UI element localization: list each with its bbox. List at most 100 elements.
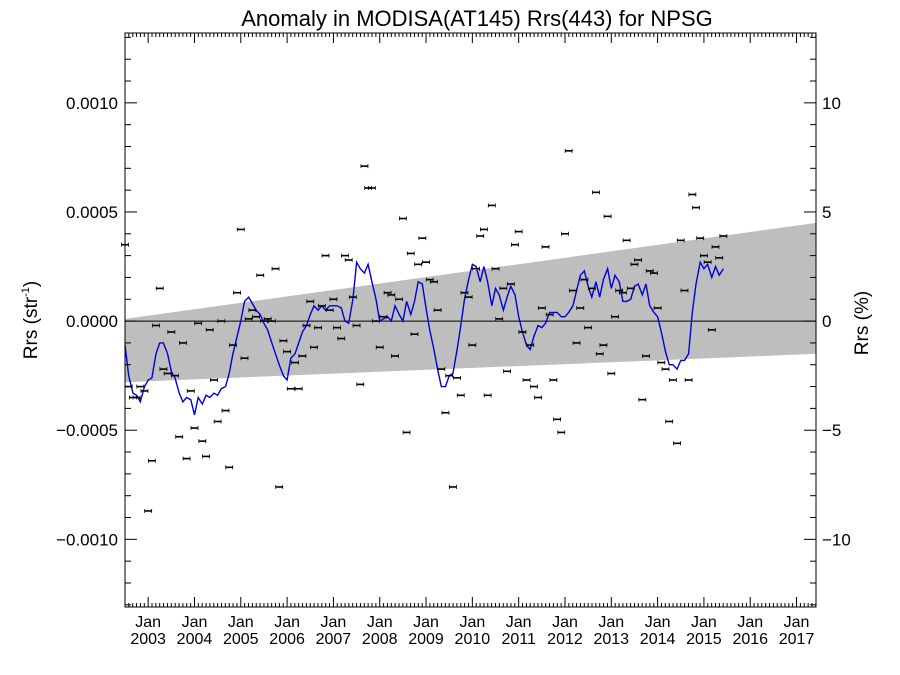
data-point	[406, 251, 415, 256]
data-point	[541, 244, 550, 249]
x-tick-label-month: Jan	[784, 614, 810, 631]
data-point	[344, 257, 353, 262]
data-point	[132, 395, 141, 400]
data-point	[665, 419, 674, 424]
data-point	[468, 343, 477, 348]
data-point	[460, 290, 469, 295]
data-point	[587, 286, 596, 291]
data-point	[700, 253, 708, 258]
x-tick-label-month: Jan	[274, 614, 300, 631]
x-tick-label-year: 2005	[223, 631, 259, 648]
x-tick-label-year: 2004	[177, 631, 213, 648]
data-point	[638, 397, 647, 402]
x-tick-label-month: Jan	[135, 614, 161, 631]
data-point	[414, 262, 423, 267]
data-point	[487, 203, 496, 208]
data-point	[480, 227, 488, 232]
y-right-tick-label: 0	[822, 312, 831, 331]
data-point	[680, 288, 689, 293]
data-point	[314, 325, 323, 330]
data-point	[599, 343, 608, 348]
data-point	[553, 417, 562, 422]
data-point	[248, 308, 257, 313]
data-point	[618, 290, 627, 295]
data-point	[302, 323, 311, 328]
data-point	[294, 386, 303, 391]
data-point	[367, 185, 376, 190]
data-point	[657, 360, 666, 365]
data-point	[433, 308, 442, 313]
data-point	[383, 290, 392, 295]
data-point	[233, 290, 241, 295]
data-point	[622, 238, 631, 243]
data-point	[271, 266, 280, 271]
plot-frame	[124, 32, 817, 608]
data-point	[692, 205, 700, 210]
data-point	[152, 323, 160, 328]
data-point	[186, 388, 195, 393]
x-tick-label-month: Jan	[459, 614, 485, 631]
data-point	[688, 192, 697, 197]
data-point	[395, 297, 404, 302]
data-point	[703, 260, 712, 265]
data-point	[147, 458, 156, 463]
data-point	[537, 305, 546, 310]
y-left-tick-label: 0.0010	[66, 94, 118, 113]
data-point	[163, 371, 172, 376]
data-point	[711, 244, 720, 249]
data-point	[213, 419, 222, 424]
data-point	[549, 378, 558, 383]
x-tick-label-year: 2008	[362, 631, 398, 648]
y-right-tick-label: 5	[822, 203, 831, 222]
x-tick-label-year: 2014	[640, 631, 676, 648]
data-point	[190, 426, 199, 431]
data-point	[260, 319, 268, 324]
data-point	[375, 345, 384, 350]
x-tick-label-year: 2006	[269, 631, 305, 648]
data-point	[210, 378, 218, 383]
data-point	[263, 316, 272, 321]
data-point	[534, 395, 543, 400]
data-point	[634, 257, 643, 262]
data-point	[159, 367, 168, 372]
running-mean-layer	[124, 259, 724, 416]
data-point	[715, 255, 724, 260]
data-point	[140, 388, 149, 393]
data-point	[240, 356, 249, 361]
data-point	[673, 441, 681, 446]
data-point	[225, 465, 234, 470]
y-left-tick-label: −0.0005	[56, 421, 118, 440]
data-point	[642, 354, 650, 359]
x-tick-label-month: Jan	[645, 614, 671, 631]
x-tick-label-year: 2011	[501, 631, 536, 648]
data-point	[696, 236, 705, 241]
data-point	[603, 214, 612, 219]
data-point	[356, 382, 365, 387]
data-points-layer	[121, 148, 728, 513]
data-point	[182, 456, 191, 461]
data-point	[522, 378, 531, 383]
data-point	[511, 242, 519, 247]
y-left-tick-label: 0.0005	[66, 203, 118, 222]
data-point	[402, 430, 411, 435]
data-point	[630, 262, 639, 267]
data-point	[453, 375, 461, 380]
y-right-tick-label: 10	[822, 94, 841, 113]
data-point	[286, 386, 295, 391]
trend-band	[125, 222, 816, 383]
data-point	[136, 384, 145, 389]
data-point	[379, 314, 388, 319]
data-point	[576, 305, 585, 310]
data-point	[518, 330, 527, 335]
x-tick-label-month: Jan	[737, 614, 763, 631]
chart-title: Anomaly in MODISA(AT145) Rrs(443) for NP…	[241, 6, 713, 31]
data-point	[584, 325, 593, 330]
y-axis-left-ticks: 0.0010 0.0005 0.0000 −0.0005 −0.0010	[56, 36, 137, 606]
x-tick-label-year: 2013	[593, 631, 629, 648]
x-tick-label-year: 2016	[732, 631, 768, 648]
running-mean-line	[124, 259, 724, 416]
data-point	[398, 216, 407, 221]
data-point	[372, 319, 380, 324]
data-point	[653, 305, 662, 310]
